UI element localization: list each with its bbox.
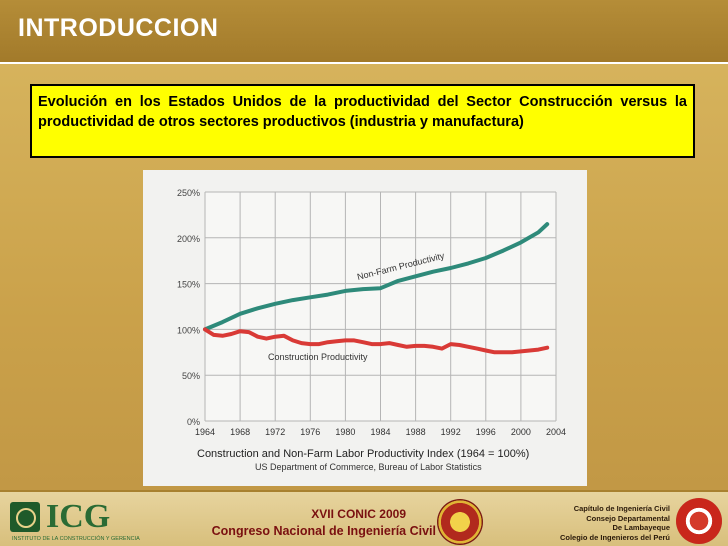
y-tick-label: 250% xyxy=(177,188,200,198)
x-tick-label: 1992 xyxy=(441,427,461,437)
series-line-construction xyxy=(203,327,550,355)
colegio-emblem-icon xyxy=(676,498,722,544)
x-tick-label: 1984 xyxy=(370,427,390,437)
icg-logo-text: ICG xyxy=(46,498,111,535)
x-tick-label: 1996 xyxy=(476,427,496,437)
productivity-chart: 0% 50% 100% 150% 200% 250% 1964 1968 1972 1976 198… xyxy=(177,188,566,472)
y-tick-label: 100% xyxy=(177,325,200,335)
slide-footer: ICG INSTITUTO DE LA CONSTRUCCIÓN Y GEREN… xyxy=(0,490,728,546)
series-label-construction: Construction Productivity xyxy=(268,352,368,362)
x-tick-label: 2000 xyxy=(511,427,531,437)
conic-label: XVII CONIC 2009 xyxy=(311,507,406,521)
x-tick-label: 1968 xyxy=(230,427,250,437)
chapter-info: Capítulo de Ingeniería Civil Consejo Dep… xyxy=(520,504,670,542)
x-tick-label: 1980 xyxy=(335,427,355,437)
series-line-non-farm xyxy=(203,222,550,332)
congreso-label: Congreso Nacional de Ingeniería Civil xyxy=(211,524,436,538)
icg-globe-icon xyxy=(10,502,40,532)
page-title: INTRODUCCION xyxy=(18,14,219,42)
header-divider xyxy=(0,62,728,64)
chart-card: 0% 50% 100% 150% 200% 250% 1964 1968 1972 1976 198… xyxy=(143,170,587,486)
callout-box: Evolución en los Estados Unidos de la pr… xyxy=(30,84,695,158)
y-tick-label: 150% xyxy=(177,280,200,290)
slide-header xyxy=(0,0,728,62)
conic-seal-icon xyxy=(437,499,483,545)
chart-title: Construction and Non-Farm Labor Producti… xyxy=(197,448,529,460)
x-tick-label: 1972 xyxy=(265,427,285,437)
chart-subtitle: US Department of Commerce, Bureau of Lab… xyxy=(255,462,482,472)
x-tick-label: 1964 xyxy=(195,427,215,437)
chapter-line: De Lambayeque xyxy=(612,523,670,532)
callout-text: Evolución en los Estados Unidos de la pr… xyxy=(38,94,687,130)
icg-logo-subtitle: INSTITUTO DE LA CONSTRUCCIÓN Y GERENCIA xyxy=(12,536,140,542)
x-tick-label: 1976 xyxy=(300,427,320,437)
y-tick-label: 200% xyxy=(177,234,200,244)
icg-logo: ICG INSTITUTO DE LA CONSTRUCCIÓN Y GEREN… xyxy=(10,498,140,542)
y-tick-label: 0% xyxy=(187,417,200,427)
x-tick-label: 1988 xyxy=(406,427,426,437)
chapter-line: Colegio de Ingenieros del Perú xyxy=(559,532,670,542)
y-tick-label: 50% xyxy=(182,371,200,381)
x-tick-label: 2004 xyxy=(546,427,566,437)
chapter-line: Consejo Departamental xyxy=(586,513,670,523)
chapter-line: Capítulo de Ingeniería Civil xyxy=(573,504,670,513)
